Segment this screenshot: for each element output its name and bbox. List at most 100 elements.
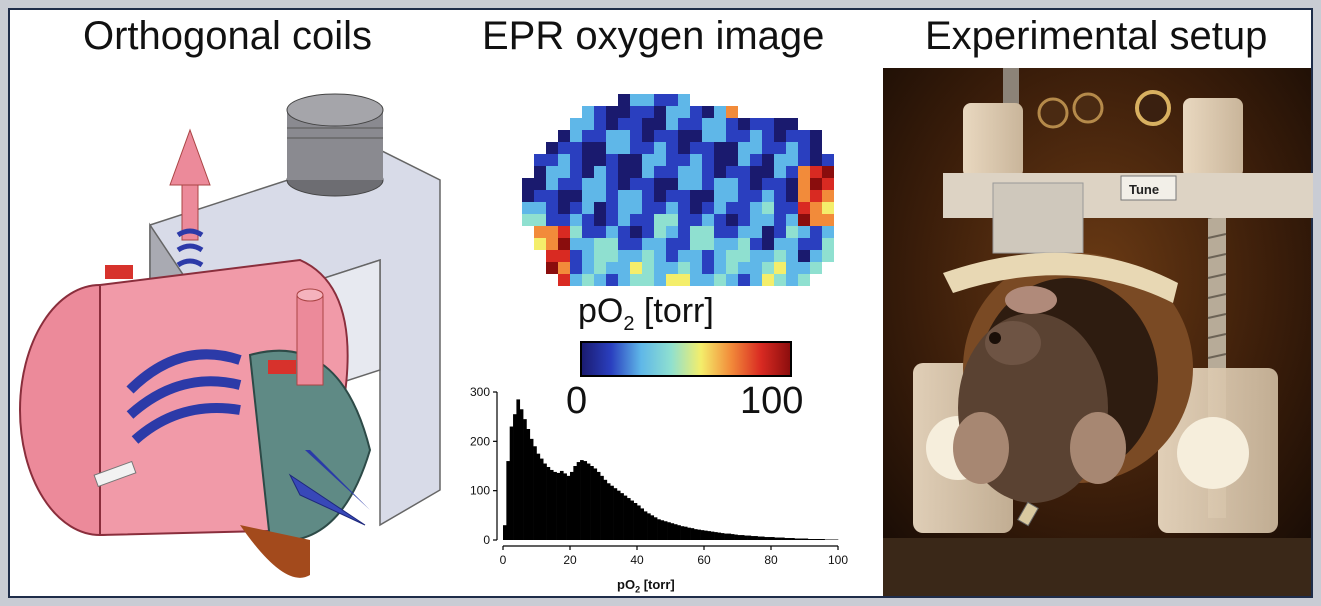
epr-map-pixel [810,238,822,250]
colorbar-gradient [580,341,792,377]
histogram-bar [529,438,534,540]
epr-map-pixel [798,274,810,286]
epr-map-pixel [594,226,606,238]
epr-map-pixel [690,202,702,214]
epr-map-pixel [702,178,714,190]
epr-map-pixel [582,262,594,274]
histogram-bar [777,537,782,540]
epr-map-pixel [558,178,570,190]
histogram-y-tick-label: 0 [483,533,490,547]
colorbar-title-unit: [torr] [634,292,714,330]
epr-map-pixel [798,190,810,202]
histogram-bar [570,471,574,540]
epr-map-pixel [798,142,810,154]
epr-map-pixel [690,226,702,238]
histogram-bar [791,538,795,540]
epr-map-pixel [654,166,666,178]
epr-map-pixel [606,190,618,202]
epr-map-pixel [774,274,786,286]
epr-map-pixel [546,214,558,226]
epr-map-pixel [642,250,654,262]
epr-map-pixel [654,262,666,274]
epr-map-pixel [642,154,654,166]
colorbar-title-main: pO [578,292,624,330]
epr-map-pixel [774,166,786,178]
epr-map-pixel [810,214,822,226]
histogram-bar [606,483,611,540]
epr-map-pixel [810,154,822,166]
epr-map-pixel [822,226,834,238]
epr-map-pixel [558,274,570,286]
epr-map-pixel [630,118,642,130]
histogram-bar [539,458,544,540]
histogram-bar [714,532,718,540]
epr-map-pixel [582,226,594,238]
epr-map-pixel [702,118,714,130]
epr-map-pixel [750,238,762,250]
epr-map-pixel [690,106,702,118]
epr-map-pixel [690,250,702,262]
epr-map-pixel [666,214,678,226]
histogram-bar [737,535,742,540]
epr-map-pixel [642,166,654,178]
epr-map-pixel [570,250,582,262]
epr-map-pixel [570,214,582,226]
epr-map-pixel [558,250,570,262]
epr-map-pixel [546,238,558,250]
histogram-bar [610,485,614,540]
epr-map-pixel [618,190,630,202]
epr-map-pixel [822,250,834,262]
epr-map-pixel [654,202,666,214]
epr-map-pixel [762,154,774,166]
epr-map-pixel [798,154,810,166]
histogram-bar [797,538,802,540]
epr-map-pixel [630,238,642,250]
epr-map-pixel [690,274,702,286]
histogram-bar [734,534,738,540]
histogram-bar [660,520,665,540]
epr-map-pixel [594,166,606,178]
epr-map-pixel [762,178,774,190]
epr-map-pixel [654,130,666,142]
epr-map-pixel [570,130,582,142]
epr-map-pixel [570,238,582,250]
epr-map-pixel [630,154,642,166]
epr-map-pixel [654,154,666,166]
histogram-bar [687,527,691,540]
histogram-bar [620,493,624,540]
epr-map-pixel [810,226,822,238]
epr-map-pixel [666,226,678,238]
epr-map-pixel [822,238,834,250]
histogram-bar [626,498,631,540]
epr-map-pixel [786,166,798,178]
epr-map-pixel [822,214,834,226]
epr-map-pixel [630,94,642,106]
epr-map-pixel [618,262,630,274]
epr-map-pixel [750,274,762,286]
histogram-x-label-unit: [torr] [640,577,675,592]
epr-map-pixel [594,190,606,202]
epr-map-pixel [714,106,726,118]
epr-map-pixel [702,190,714,202]
histogram-bar [760,536,765,540]
epr-map-pixel [678,142,690,154]
epr-map-pixel [678,238,690,250]
histogram-bar [506,461,510,540]
epr-map-pixel [570,166,582,178]
histogram-bar [677,525,681,540]
colorbar-title: pO2 [torr] [578,292,714,336]
epr-map-pixel [738,262,750,274]
epr-map-pixel [666,190,678,202]
epr-map-pixel [594,154,606,166]
epr-map-pixel [750,226,762,238]
epr-map-pixel [642,202,654,214]
epr-map-pixel [762,142,774,154]
epr-map-pixel [750,166,762,178]
epr-map-pixel [750,154,762,166]
epr-map-pixel [822,166,834,178]
epr-map-pixel [822,190,834,202]
epr-map-pixel [774,118,786,130]
histogram-bar [650,515,655,540]
epr-map-pixel [798,238,810,250]
epr-map-pixel [582,238,594,250]
